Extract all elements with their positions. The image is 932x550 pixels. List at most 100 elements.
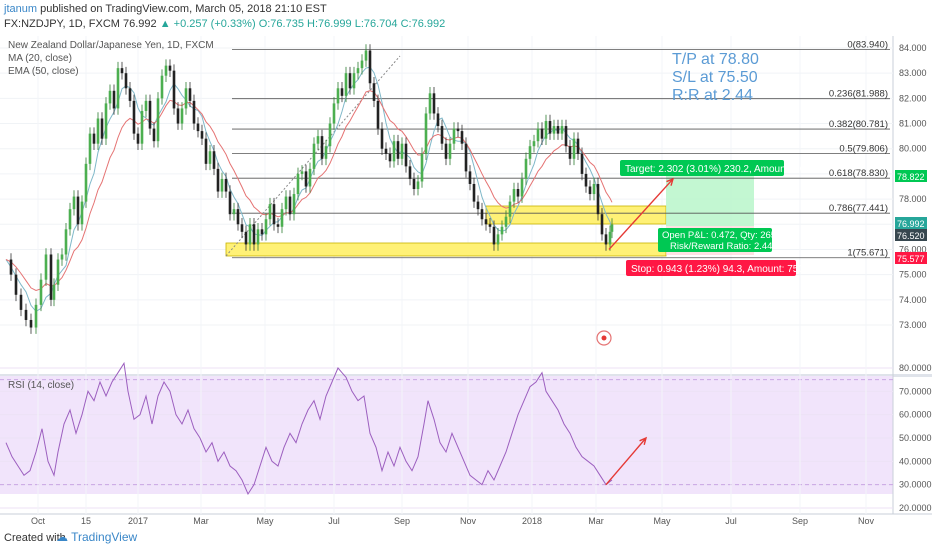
candle-body <box>224 178 228 192</box>
candle-body <box>416 181 420 190</box>
rr-ratio-label: Risk/Reward Ratio: 2.44 <box>670 241 772 252</box>
price-tick-label: 82.000 <box>899 93 927 103</box>
candle-body <box>244 231 248 245</box>
price-forecast-arrow <box>608 178 674 250</box>
candle-body <box>484 219 488 225</box>
candle-body <box>144 100 148 111</box>
candle-body <box>208 151 212 164</box>
candle-body <box>576 138 580 154</box>
candle-body <box>444 143 448 159</box>
legend-ema[interactable]: EMA (50, close) <box>8 66 79 77</box>
candle-body <box>560 126 564 134</box>
chart-canvas[interactable]: 0(83.940) 0.236(81.988) 0.382(80.781) 0.5(7… <box>0 36 932 526</box>
candle-body <box>312 143 316 169</box>
candle-body <box>52 284 56 300</box>
candle-body <box>296 173 300 195</box>
candle-body <box>276 224 280 227</box>
support-zone-upper <box>485 205 667 225</box>
candle-body <box>328 123 332 147</box>
candle-body <box>610 224 614 232</box>
candle-body <box>408 166 412 179</box>
candle-body <box>80 201 84 225</box>
candle-body <box>264 219 268 235</box>
fib-level-label: 0.236(81.988) <box>829 89 888 100</box>
publish-info: jtanum published on TradingView.com, Mar… <box>4 3 327 15</box>
stop-label: Stop: 0.943 (1.23%) 94.3, Amount: 750.11 <box>631 264 817 275</box>
candle-body <box>528 146 532 159</box>
candle-body <box>256 229 260 245</box>
candle-body <box>588 186 592 195</box>
time-tick-label: Sep <box>792 516 808 526</box>
candle-body <box>300 171 304 174</box>
candle-body <box>584 173 588 187</box>
candle-body <box>488 224 492 227</box>
candle-body <box>340 88 344 96</box>
legend-rsi[interactable]: RSI (14, close) <box>8 380 74 391</box>
rsi-tick-label: 50.0000 <box>899 433 932 443</box>
fib-level-label: 0.382(80.781) <box>829 119 888 130</box>
symbol-label[interactable]: FX:NZDJPY, 1D, FXCM <box>4 18 120 30</box>
candle-body <box>268 204 272 220</box>
candle-body <box>380 128 384 149</box>
candle-body <box>76 196 80 225</box>
candle-body <box>72 196 76 210</box>
rsi-tick-label: 60.0000 <box>899 410 932 420</box>
price-tick-label: 83.000 <box>899 68 927 78</box>
fib-level-label: 0.618(78.830) <box>829 168 888 179</box>
brand-name: TradingView <box>71 530 138 544</box>
tp-annotation[interactable]: T/P at 78.80 <box>672 51 759 68</box>
fib-level-label: 0.5(79.806) <box>839 144 888 155</box>
candle-body <box>400 143 404 159</box>
candle-body <box>508 201 512 217</box>
candle-body <box>92 133 96 144</box>
author-link[interactable]: jtanum <box>4 3 38 15</box>
candle-body <box>420 153 424 182</box>
candle-body <box>280 209 284 227</box>
stop-label-bg[interactable] <box>626 260 796 276</box>
forecast-arrows <box>605 177 675 486</box>
candle-body <box>56 259 60 285</box>
badge-entry <box>895 229 927 241</box>
candle-body <box>156 98 160 142</box>
time-tick-label: 15 <box>81 516 91 526</box>
pane-divider[interactable] <box>0 374 932 377</box>
openpl-label-bg[interactable] <box>658 228 772 252</box>
candle-body <box>228 191 232 215</box>
chart-header: jtanum published on TradingView.com, Mar… <box>0 0 932 36</box>
candle-body <box>204 138 208 164</box>
candle-body <box>336 88 340 104</box>
candle-body <box>392 141 396 162</box>
created-with-text: Created with <box>4 532 66 544</box>
candle-body <box>192 100 196 124</box>
rr-annotation[interactable]: R:R at 2.44 <box>672 87 753 104</box>
fib-level-label: 0(83.940) <box>847 40 888 51</box>
tradingview-logo[interactable]: ☁ TradingView <box>56 530 137 544</box>
candle-body <box>460 131 464 144</box>
fib-level-label: 0.786(77.441) <box>829 203 888 214</box>
axis-ticks: 84.00083.00082.00081.00080.00079.00078.0… <box>31 43 932 526</box>
candle-body <box>580 153 584 174</box>
legend-ma[interactable]: MA (20, close) <box>8 53 72 64</box>
candle-body <box>160 75 164 99</box>
candle-body <box>216 168 220 192</box>
candle-body <box>14 274 18 295</box>
price-tick-label: 75.000 <box>899 270 927 280</box>
target-label-bg[interactable] <box>620 160 784 176</box>
candle-body <box>96 118 100 144</box>
event-marker-icon[interactable] <box>596 330 612 346</box>
badge-target-text: 78.822 <box>897 172 925 182</box>
sl-annotation[interactable]: S/L at 75.50 <box>672 69 758 86</box>
candle-body <box>344 73 348 96</box>
rsi-tick-label: 80.0000 <box>899 363 932 373</box>
candle-body <box>248 224 252 245</box>
time-tick-label: Nov <box>460 516 477 526</box>
openpl-label: Open P&L: 0.472, Qty: 265 <box>662 230 776 241</box>
candle-body <box>552 126 556 134</box>
price-tick-label: 84.000 <box>899 43 927 53</box>
candle-body <box>472 183 476 202</box>
target-label: Target: 2.302 (3.01%) 230.2, Amount: 161… <box>625 164 831 175</box>
candle-body <box>324 146 328 159</box>
candle-body <box>572 138 576 159</box>
candle-body <box>64 229 68 255</box>
candle-body <box>9 259 13 275</box>
